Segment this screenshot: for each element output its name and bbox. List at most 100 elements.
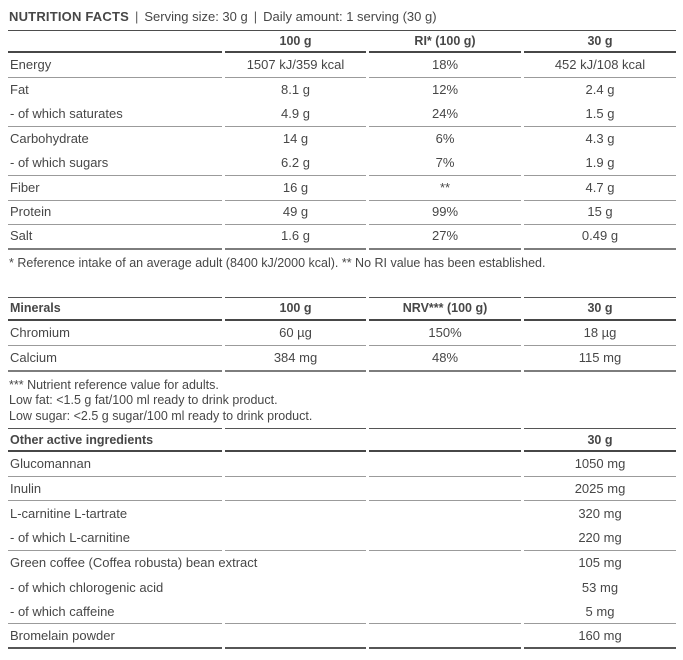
row-label: Protein bbox=[8, 201, 222, 226]
row-value bbox=[225, 575, 366, 600]
row-value bbox=[369, 575, 521, 600]
row-value: 60 µg bbox=[225, 321, 366, 347]
row-value: 220 mg bbox=[524, 526, 676, 551]
row-label: - of which chlorogenic acid bbox=[10, 579, 164, 595]
row-value: 320 mg bbox=[578, 505, 622, 521]
row-value: 15 g bbox=[524, 201, 676, 226]
row-value bbox=[369, 526, 521, 551]
row-value: 452 kJ/108 kcal bbox=[524, 53, 676, 78]
row-label: Fiber bbox=[8, 176, 222, 201]
row-label: - of which caffeine bbox=[8, 600, 222, 625]
minerals-header-nrv: NRV*** (100 g) bbox=[369, 296, 521, 321]
row-value: 27% bbox=[369, 225, 521, 250]
minerals-footnotes: *** Nutrient reference value for adults.… bbox=[9, 378, 676, 425]
row-value: 99% bbox=[369, 201, 521, 226]
low-fat-footnote: Low fat: <1.5 g fat/100 ml ready to drin… bbox=[9, 393, 278, 408]
row-value: 5 mg bbox=[524, 600, 676, 625]
row-value bbox=[225, 526, 366, 551]
minerals-table-header: Minerals 100 g NRV*** (100 g) 30 g bbox=[8, 296, 676, 321]
row-value: 14 g bbox=[282, 131, 309, 147]
row-value bbox=[369, 551, 521, 576]
row-value: 12% bbox=[431, 81, 459, 97]
row-value: 18% bbox=[369, 53, 521, 78]
row-value: 4.7 g bbox=[524, 176, 676, 201]
row-value: 6.2 g bbox=[225, 151, 366, 176]
row-value: 105 mg bbox=[578, 554, 622, 570]
row-label: - of which sugars bbox=[8, 151, 222, 176]
row-label: Glucomannan bbox=[8, 452, 222, 477]
row-value bbox=[369, 624, 521, 649]
row-label: Calcium bbox=[8, 346, 222, 372]
column-header-100g: 100 g bbox=[225, 31, 366, 53]
title-separator: | bbox=[135, 9, 139, 24]
row-value: 2.4 g bbox=[585, 81, 615, 97]
ingredients-header-label: Other active ingredients bbox=[8, 428, 222, 453]
row-value: 150% bbox=[369, 321, 521, 347]
row-value: 49 g bbox=[225, 201, 366, 226]
row-label: Bromelain powder bbox=[8, 624, 222, 649]
title-separator: | bbox=[253, 9, 258, 24]
row-value bbox=[225, 624, 366, 649]
row-value: 16 g bbox=[225, 176, 366, 201]
row-value bbox=[225, 600, 366, 625]
row-value bbox=[369, 501, 521, 526]
row-value: 53 mg bbox=[581, 579, 619, 595]
row-value bbox=[225, 551, 366, 576]
ingredients-table-header: Other active ingredients 30 g bbox=[8, 428, 676, 453]
row-value: 0.49 g bbox=[524, 225, 676, 250]
minerals-header-label: Minerals bbox=[8, 296, 222, 321]
row-label: Fat bbox=[10, 81, 29, 97]
ingredients-header-spacer bbox=[369, 428, 521, 453]
row-label: Chromium bbox=[8, 321, 222, 347]
row-value: 115 mg bbox=[524, 346, 676, 372]
ingredients-table-body: Glucomannan 1050 mg Inulin 2025 mg L-carniti… bbox=[8, 452, 676, 649]
row-label: L-carnitine L-tartrate bbox=[10, 505, 128, 521]
row-label: Inulin bbox=[8, 477, 222, 502]
ingredients-header-30g: 30 g bbox=[524, 428, 676, 453]
row-value: 24% bbox=[369, 102, 521, 127]
row-value: 1507 kJ/359 kcal bbox=[225, 53, 366, 78]
row-value: 1.6 g bbox=[225, 225, 366, 250]
row-label: Salt bbox=[8, 225, 222, 250]
ri-footnote: * Reference intake of an average adult (… bbox=[9, 255, 546, 270]
row-label: Green coffee (Coffea robusta) bean extra… bbox=[10, 554, 258, 570]
row-label: Carbohydrate bbox=[10, 131, 89, 147]
serving-size-text: Serving size: 30 g bbox=[144, 9, 248, 24]
row-value bbox=[369, 452, 521, 477]
nrv-footnote: *** Nutrient reference value for adults. bbox=[9, 377, 219, 392]
row-value bbox=[225, 477, 366, 502]
row-value: 7% bbox=[369, 151, 521, 176]
nutrition-table-body: Energy 1507 kJ/359 kcal 18% 452 kJ/108 kcal… bbox=[8, 53, 676, 250]
minerals-header-30g: 30 g bbox=[524, 296, 676, 321]
row-value: 6% bbox=[435, 131, 455, 147]
row-value: 18 µg bbox=[524, 321, 676, 347]
row-value bbox=[369, 477, 521, 502]
row-value: 8.1 g bbox=[281, 81, 310, 97]
low-sugar-footnote: Low sugar: <2.5 g sugar/100 ml ready to … bbox=[9, 408, 313, 423]
row-value: 4.3 g bbox=[585, 131, 615, 147]
column-header-ri: RI* (100 g) bbox=[369, 31, 521, 53]
row-value: ** bbox=[369, 176, 521, 201]
row-value: 1.9 g bbox=[524, 151, 676, 176]
row-value: 4.9 g bbox=[225, 102, 366, 127]
row-value bbox=[225, 452, 366, 477]
page-title: NUTRITION FACTS bbox=[9, 9, 129, 24]
row-label: Energy bbox=[8, 53, 222, 78]
column-header-30g: 30 g bbox=[524, 31, 676, 53]
row-value bbox=[225, 501, 366, 526]
row-value: 160 mg bbox=[524, 624, 676, 649]
row-value: 48% bbox=[369, 346, 521, 372]
daily-amount-text: Daily amount: 1 serving (30 g) bbox=[263, 9, 437, 24]
row-value: 384 mg bbox=[225, 346, 366, 372]
title-bar: NUTRITION FACTS | Serving size: 30 g | Daily… bbox=[8, 5, 676, 31]
row-label: - of which L-carnitine bbox=[8, 526, 222, 551]
row-value: 1.5 g bbox=[524, 102, 676, 127]
row-value bbox=[369, 600, 521, 625]
row-value: 2025 mg bbox=[524, 477, 676, 502]
minerals-header-100g: 100 g bbox=[225, 296, 366, 321]
row-value: 1050 mg bbox=[524, 452, 676, 477]
nutrition-table-header: 100 g RI* (100 g) 30 g bbox=[8, 31, 676, 53]
row-label: - of which saturates bbox=[8, 102, 222, 127]
minerals-table-body: Chromium 60 µg 150% 18 µg Calcium 384 mg 48% 11… bbox=[8, 321, 676, 372]
